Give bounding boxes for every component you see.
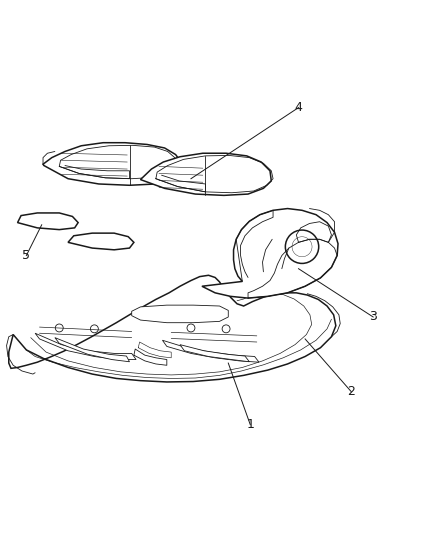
Polygon shape bbox=[162, 340, 258, 362]
Polygon shape bbox=[201, 208, 337, 298]
Text: 1: 1 bbox=[246, 418, 254, 431]
Polygon shape bbox=[131, 305, 228, 322]
Polygon shape bbox=[55, 337, 129, 362]
Polygon shape bbox=[68, 233, 134, 250]
Text: 4: 4 bbox=[294, 101, 302, 114]
Polygon shape bbox=[18, 213, 78, 230]
Polygon shape bbox=[180, 345, 249, 362]
Text: 5: 5 bbox=[22, 249, 30, 262]
Text: 3: 3 bbox=[368, 311, 376, 324]
Polygon shape bbox=[140, 154, 271, 196]
Polygon shape bbox=[43, 143, 182, 185]
Polygon shape bbox=[35, 333, 136, 360]
Text: 2: 2 bbox=[346, 385, 354, 398]
Polygon shape bbox=[9, 275, 335, 382]
